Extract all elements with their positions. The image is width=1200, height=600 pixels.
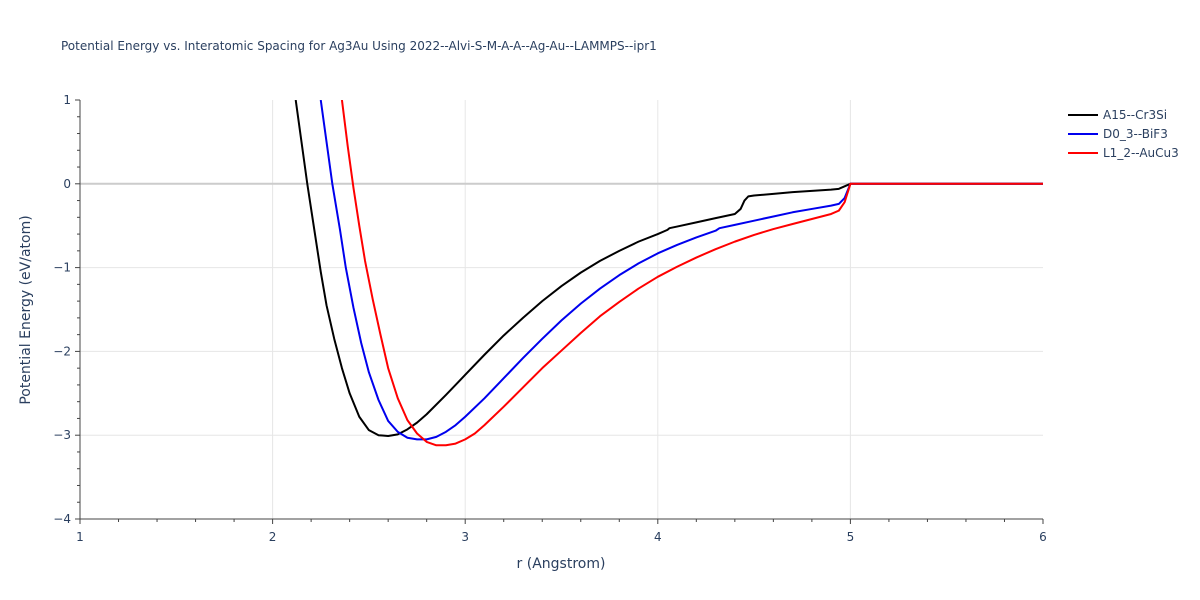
legend-item-0[interactable]: A15--Cr3Si [1068,108,1167,122]
legend-label: D0_3--BiF3 [1103,127,1168,141]
chart-title: Potential Energy vs. Interatomic Spacing… [61,39,657,53]
y-tick-label: −3 [53,428,71,442]
series-line-0 [294,100,1043,438]
y-axis-title: Potential Energy (eV/atom) [18,215,34,404]
x-tick-label: 6 [1039,530,1047,544]
legend-item-2[interactable]: L1_2--AuCu3 [1068,146,1179,160]
legend-label: A15--Cr3Si [1103,108,1167,122]
x-tick-label: 4 [654,530,662,544]
series-lines [294,100,1043,447]
legend-label: L1_2--AuCu3 [1103,146,1179,160]
y-tick-label: 0 [63,177,71,191]
series-line-1 [319,100,1043,441]
legend-item-1[interactable]: D0_3--BiF3 [1068,127,1168,141]
y-tick-label: −1 [53,261,71,275]
legend[interactable]: A15--Cr3Si D0_3--BiF3 L1_2--AuCu3 [1068,108,1179,160]
x-axis-title: r (Angstrom) [517,556,606,572]
series-line-2 [340,100,1043,447]
x-tick-label: 5 [847,530,855,544]
grid-lines [80,100,1043,519]
y-tick-label: −4 [53,512,71,526]
axes: 1 2 3 4 5 6 1 0 −1 −2 −3 −4 [53,93,1047,544]
x-tick-label: 2 [269,530,277,544]
x-tick-label: 3 [461,530,469,544]
y-tick-label: −2 [53,344,71,358]
x-tick-label: 1 [76,530,84,544]
y-tick-label: 1 [63,93,71,107]
